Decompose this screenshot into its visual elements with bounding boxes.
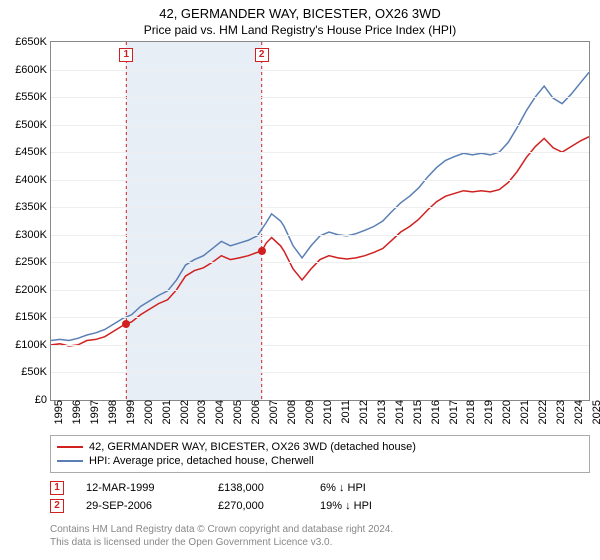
x-axis-tick: 1999 (123, 400, 137, 424)
x-axis-tick: 2002 (177, 400, 191, 424)
sale-marker-dot (258, 247, 266, 255)
sale-date: 29-SEP-2006 (86, 500, 196, 512)
x-axis-tick: 2023 (553, 400, 567, 424)
legend-swatch (57, 460, 83, 462)
x-axis-tick: 2004 (212, 400, 226, 424)
x-axis-tick: 2018 (463, 400, 477, 424)
sale-marker-label: 2 (255, 48, 269, 62)
chart-plot-area: £0£50K£100K£150K£200K£250K£300K£350K£400… (50, 41, 590, 401)
chart-svg (51, 42, 589, 400)
y-axis-tick: £500K (15, 119, 51, 131)
x-axis-tick: 2021 (517, 400, 531, 424)
chart-container: 42, GERMANDER WAY, BICESTER, OX26 3WD Pr… (0, 0, 600, 560)
sale-row-marker: 2 (50, 499, 64, 513)
x-axis-tick: 2009 (302, 400, 316, 424)
x-axis-tick: 1997 (87, 400, 101, 424)
footer-line-1: Contains HM Land Registry data © Crown c… (50, 523, 590, 536)
y-axis-tick: £250K (15, 256, 51, 268)
y-axis-tick: £150K (15, 311, 51, 323)
sale-marker-dot (122, 320, 130, 328)
x-axis-tick: 2005 (230, 400, 244, 424)
x-axis-tick: 2001 (159, 400, 173, 424)
x-axis-tick: 2024 (571, 400, 585, 424)
y-axis-tick: £300K (15, 229, 51, 241)
chart-footer: Contains HM Land Registry data © Crown c… (50, 523, 590, 549)
y-axis-tick: £50K (21, 366, 51, 378)
x-axis-tick: 2014 (392, 400, 406, 424)
legend-item: 42, GERMANDER WAY, BICESTER, OX26 3WD (d… (57, 440, 583, 454)
x-axis-tick: 2025 (589, 400, 600, 424)
sale-price: £138,000 (218, 482, 298, 494)
y-axis-tick: £550K (15, 91, 51, 103)
sale-date: 12-MAR-1999 (86, 482, 196, 494)
x-axis-tick: 2003 (194, 400, 208, 424)
x-axis-tick: 2016 (428, 400, 442, 424)
x-axis-tick: 2008 (284, 400, 298, 424)
x-axis-tick: 2015 (410, 400, 424, 424)
x-axis-tick: 2017 (446, 400, 460, 424)
chart-subtitle: Price paid vs. HM Land Registry's House … (0, 21, 600, 41)
sale-price: £270,000 (218, 500, 298, 512)
x-axis-tick: 2000 (141, 400, 155, 424)
sale-hpi-delta: 19% ↓ HPI (320, 500, 372, 512)
chart-legend: 42, GERMANDER WAY, BICESTER, OX26 3WD (d… (50, 435, 590, 473)
x-axis-tick: 1995 (51, 400, 65, 424)
y-axis-tick: £600K (15, 64, 51, 76)
y-axis-tick: £100K (15, 339, 51, 351)
legend-label: HPI: Average price, detached house, Cher… (89, 455, 314, 467)
x-axis-tick: 2007 (266, 400, 280, 424)
y-axis-tick: £450K (15, 146, 51, 158)
sale-row: 1 12-MAR-1999 £138,000 6% ↓ HPI (50, 479, 590, 497)
y-axis-tick: £200K (15, 284, 51, 296)
sale-hpi-delta: 6% ↓ HPI (320, 482, 366, 494)
x-axis-tick: 2006 (248, 400, 262, 424)
x-axis-tick: 2012 (356, 400, 370, 424)
x-axis-tick: 2011 (338, 400, 352, 424)
sales-list: 1 12-MAR-1999 £138,000 6% ↓ HPI 2 29-SEP-2006… (50, 479, 590, 515)
legend-item: HPI: Average price, detached house, Cher… (57, 454, 583, 468)
sale-marker-label: 1 (119, 48, 133, 62)
y-axis-tick: £400K (15, 174, 51, 186)
y-axis-tick: £650K (15, 36, 51, 48)
x-axis-tick: 2020 (499, 400, 513, 424)
x-axis-tick: 2013 (374, 400, 388, 424)
chart-title: 42, GERMANDER WAY, BICESTER, OX26 3WD (0, 0, 600, 21)
y-axis-tick: £350K (15, 201, 51, 213)
x-axis-tick: 1996 (69, 400, 83, 424)
sale-row-marker: 1 (50, 481, 64, 495)
footer-line-2: This data is licensed under the Open Gov… (50, 536, 590, 549)
x-axis-tick: 2010 (320, 400, 334, 424)
legend-label: 42, GERMANDER WAY, BICESTER, OX26 3WD (d… (89, 441, 416, 453)
legend-swatch (57, 446, 83, 448)
sale-row: 2 29-SEP-2006 £270,000 19% ↓ HPI (50, 497, 590, 515)
x-axis-tick: 2022 (535, 400, 549, 424)
x-axis-tick: 2019 (481, 400, 495, 424)
x-axis-tick: 1998 (105, 400, 119, 424)
y-axis-tick: £0 (35, 394, 51, 406)
